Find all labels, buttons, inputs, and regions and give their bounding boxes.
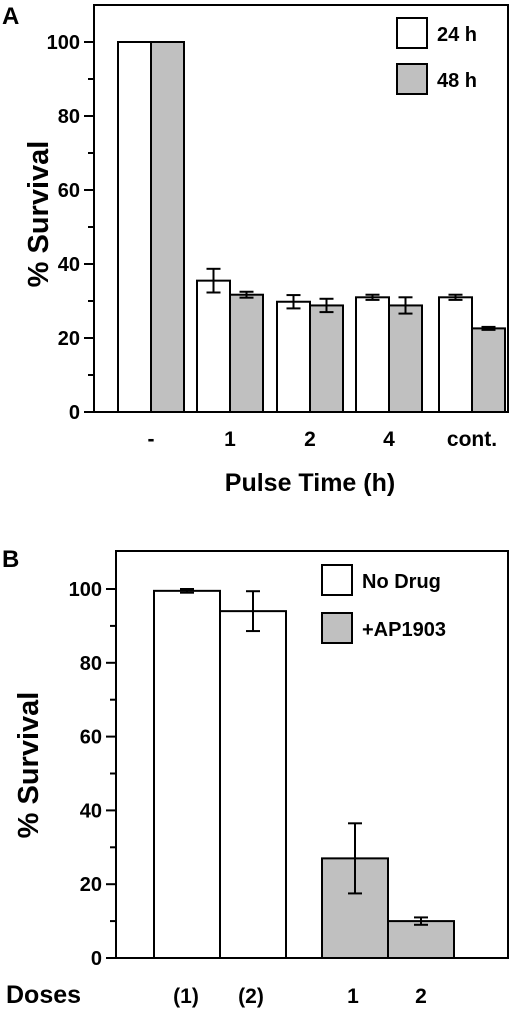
bar xyxy=(276,300,311,413)
legend-swatch-no-drug xyxy=(321,564,353,596)
legend-swatch-24h xyxy=(396,17,428,49)
legend-label-24h: 24 h xyxy=(437,24,477,46)
bar xyxy=(309,304,344,413)
panel-b-label: B xyxy=(2,546,19,573)
bar xyxy=(229,293,264,413)
panel-b-bars xyxy=(153,588,455,959)
panel-b-y-axis-title: % Survival xyxy=(13,692,45,839)
panel-b-legend: No Drug +AP1903 xyxy=(321,564,446,644)
bar xyxy=(219,610,287,959)
y-tick-label: 60 xyxy=(80,727,102,749)
legend-label-48h: 48 h xyxy=(437,70,477,92)
chart-panel-a: A % Survival Pulse Time (h) 0 20 40 60 80 100… xyxy=(2,3,509,497)
y-tick-label: 40 xyxy=(80,800,102,822)
y-tick-label: 80 xyxy=(58,106,80,128)
y-tick-label: 60 xyxy=(58,180,80,202)
bar xyxy=(387,920,455,959)
panel-a-bars xyxy=(117,41,506,414)
bar xyxy=(438,296,473,413)
bar xyxy=(355,296,390,413)
chart-panel-b: B % Survival Doses 0 20 40 60 80 100 (1) (2) 1 2… xyxy=(2,546,509,1009)
legend-label-ap1903: +AP1903 xyxy=(362,619,446,641)
legend-swatch-ap1903 xyxy=(321,612,353,644)
y-tick-label: 40 xyxy=(58,254,80,276)
panel-a-x-axis-title: Pulse Time (h) xyxy=(225,469,395,497)
y-tick-label: 0 xyxy=(69,402,80,424)
panel-a-label: A xyxy=(2,3,19,30)
bar xyxy=(471,327,506,414)
x-tick-label: 1 xyxy=(347,985,359,1008)
y-tick-label: 20 xyxy=(58,328,80,350)
bar xyxy=(150,41,185,413)
x-tick-label: - xyxy=(148,428,155,451)
y-tick-label: 100 xyxy=(69,579,102,601)
panel-a-y-ticks: 0 20 40 60 80 100 xyxy=(47,32,94,424)
x-tick-label: 2 xyxy=(415,985,427,1008)
bar xyxy=(117,41,152,413)
x-tick-label: 2 xyxy=(304,428,316,451)
y-tick-label: 20 xyxy=(80,874,102,896)
panel-b-x-axis-title: Doses xyxy=(6,981,81,1009)
panel-a-y-axis-title: % Survival xyxy=(23,141,55,288)
panel-b-x-tick-labels: (1) (2) 1 2 xyxy=(173,985,427,1008)
legend-swatch-48h xyxy=(396,63,428,95)
panel-a-x-tick-labels: - 1 2 4 cont. xyxy=(148,428,498,451)
legend-label-no-drug: No Drug xyxy=(362,571,441,593)
panel-b-y-ticks: 0 20 40 60 80 100 xyxy=(69,579,116,970)
x-tick-label: (2) xyxy=(238,985,264,1008)
x-tick-label: cont. xyxy=(447,428,497,451)
y-tick-label: 0 xyxy=(91,948,102,970)
panel-b-plot-frame xyxy=(115,550,509,959)
bar xyxy=(388,304,423,413)
y-tick-label: 100 xyxy=(47,32,80,54)
bar xyxy=(196,279,231,413)
x-tick-label: 1 xyxy=(224,428,236,451)
x-tick-label: 4 xyxy=(383,428,395,451)
x-tick-label: (1) xyxy=(173,985,199,1008)
y-tick-label: 80 xyxy=(80,653,102,675)
panel-a-legend: 24 h 48 h xyxy=(396,17,477,95)
bar xyxy=(153,589,221,959)
